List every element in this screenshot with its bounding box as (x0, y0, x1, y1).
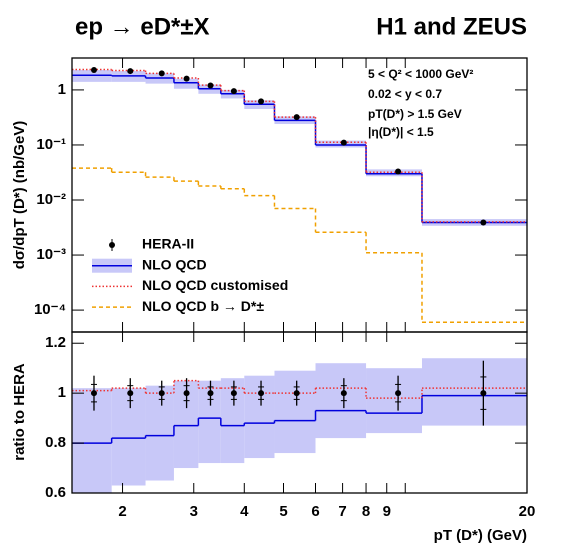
plot-frame (71, 57, 528, 333)
data-point (183, 390, 190, 397)
legend-symbol (109, 242, 115, 248)
uncertainty-band (111, 388, 146, 486)
y-tick-label: 1 (58, 81, 66, 98)
data-point (90, 67, 97, 74)
legend-label: NLO QCD b → D*± (142, 298, 264, 314)
legend-label: HERA-II (142, 236, 194, 252)
uncertainty-band (72, 388, 112, 493)
x-tick-label: 20 (519, 503, 536, 520)
plot-frame (71, 331, 528, 494)
y-tick-label: 10⁻³ (36, 246, 66, 263)
uncertainty-band (145, 385, 174, 481)
chart-title: ep → eD*±X (75, 13, 210, 40)
uncertainty-band (220, 378, 245, 464)
x-tick-label: 5 (279, 503, 287, 520)
data-point (127, 68, 134, 75)
uncertainty-band (173, 78, 199, 89)
y-tick-label: 10⁻² (36, 191, 66, 208)
data-point (340, 390, 347, 397)
legend-label: NLO QCD (142, 256, 207, 272)
y-tick-label: 0.6 (45, 484, 66, 501)
data-point (230, 390, 237, 397)
data-point (207, 390, 214, 397)
data-point (480, 219, 487, 226)
uncertainty-band (315, 140, 367, 148)
y-axis-label: dσ/dpT (D*) (nb/GeV) (11, 121, 28, 270)
x-tick-label: 4 (240, 503, 249, 520)
data-point (293, 114, 300, 121)
x-tick-label: 8 (362, 503, 370, 520)
uncertainty-band (198, 380, 221, 464)
x-tick-label: 9 (383, 503, 391, 520)
y-tick-label: 10⁻⁴ (34, 301, 66, 318)
annotation: 5 < Q² < 1000 GeV² (368, 67, 473, 81)
annotation: |η(D*)| < 1.5 (368, 125, 434, 139)
data-point (395, 168, 402, 175)
uncertainty-band (366, 368, 422, 434)
data-point (480, 390, 487, 397)
data-point (395, 390, 402, 397)
y-tick-label: 1.2 (45, 334, 66, 351)
data-point (90, 390, 97, 397)
data-point (293, 390, 300, 397)
x-tick-label: 7 (338, 503, 346, 520)
y-tick-label: 0.8 (45, 434, 66, 451)
y-axis-label: ratio to HERA (11, 363, 28, 461)
data-point (258, 98, 265, 105)
collaboration: H1 and ZEUS (376, 13, 527, 40)
data-point (258, 390, 265, 397)
x-axis-label: pT (D*) (GeV) (434, 527, 527, 544)
x-tick-label: 6 (311, 503, 319, 520)
annotation: 0.02 < y < 0.7 (368, 87, 442, 101)
uncertainty-band (366, 169, 422, 177)
uncertainty-band (274, 370, 316, 454)
x-tick-label: 2 (118, 503, 126, 520)
data-point (340, 139, 347, 146)
uncertainty-band (421, 358, 527, 426)
data-point (183, 75, 190, 82)
annotation: pT(D*) > 1.5 GeV (368, 107, 462, 121)
uncertainty-band (315, 363, 367, 439)
data-point (207, 82, 214, 89)
legend-label: NLO QCD customised (142, 277, 288, 293)
data-point (127, 390, 134, 397)
uncertainty-band (244, 375, 275, 459)
data-point (230, 88, 237, 95)
data-point (158, 390, 165, 397)
x-tick-label: 3 (190, 503, 198, 520)
y-tick-label: 1 (58, 384, 66, 401)
y-tick-label: 10⁻¹ (36, 136, 66, 153)
data-point (158, 70, 165, 77)
